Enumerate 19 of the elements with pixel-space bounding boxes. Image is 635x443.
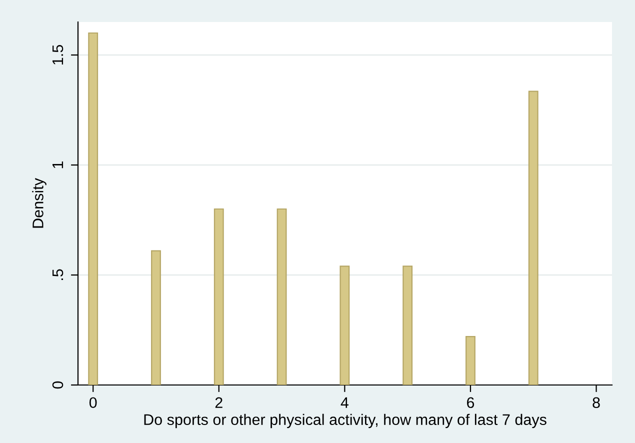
y-axis-title: Density (32, 178, 46, 228)
x-axis-title: Do sports or other physical activity, how many of last 7 days (144, 414, 546, 428)
y-tick-label: 1.5 (52, 45, 64, 64)
bar (276, 208, 287, 385)
bar (214, 208, 224, 385)
bar (466, 336, 476, 385)
bar (151, 250, 161, 385)
bar (528, 90, 538, 385)
x-tick-label: 0 (89, 397, 97, 408)
bar (340, 266, 350, 385)
y-tick-label: 1 (52, 161, 64, 168)
bar (402, 266, 413, 385)
y-tick-label: 0 (52, 381, 64, 389)
x-tick-label: 6 (467, 397, 474, 408)
x-tick-label: 4 (340, 397, 348, 408)
bar (88, 32, 98, 385)
y-tick-label: .5 (52, 269, 64, 280)
x-tick-label: 8 (592, 397, 600, 408)
x-tick-label: 2 (215, 397, 222, 408)
